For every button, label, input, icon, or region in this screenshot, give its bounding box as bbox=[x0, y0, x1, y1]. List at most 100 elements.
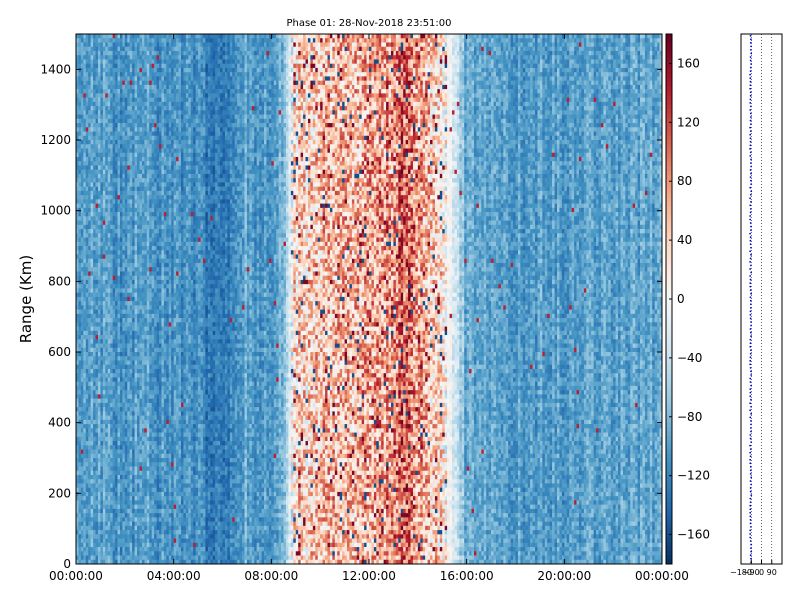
heatmap-cell bbox=[144, 89, 147, 94]
heatmap-cell bbox=[164, 148, 167, 153]
heatmap-cell bbox=[169, 288, 172, 293]
heatmap-cell bbox=[149, 420, 152, 425]
heatmap-cell bbox=[118, 466, 121, 471]
heatmap-cell bbox=[161, 344, 164, 349]
heatmap-cell bbox=[139, 55, 142, 60]
heatmap-cell bbox=[166, 483, 169, 488]
heatmap-cell bbox=[137, 280, 140, 285]
heatmap-cell bbox=[142, 517, 145, 522]
heatmap-cell bbox=[93, 373, 96, 378]
heatmap-cell bbox=[113, 165, 116, 170]
heatmap-cell bbox=[120, 310, 123, 315]
heatmap-cell bbox=[144, 445, 147, 450]
heatmap-cell bbox=[149, 148, 152, 153]
heatmap-cell bbox=[83, 479, 86, 484]
heatmap-cell bbox=[139, 416, 142, 421]
heatmap-cell bbox=[142, 344, 145, 349]
heatmap-cell bbox=[142, 148, 145, 153]
heatmap-cell bbox=[164, 144, 167, 149]
heatmap-cell bbox=[115, 271, 118, 276]
heatmap-cell bbox=[125, 339, 128, 344]
heatmap-cell bbox=[78, 458, 81, 463]
heatmap-cell bbox=[157, 445, 160, 450]
heatmap-cell bbox=[122, 377, 125, 382]
heatmap-cell bbox=[100, 445, 103, 450]
heatmap-cell bbox=[171, 450, 174, 455]
heatmap-cell bbox=[142, 229, 145, 234]
heatmap-cell bbox=[159, 441, 162, 446]
heatmap-cell bbox=[130, 297, 133, 302]
heatmap-cell bbox=[118, 242, 121, 247]
heatmap-cell bbox=[105, 450, 108, 455]
heatmap-cell bbox=[83, 89, 86, 94]
heatmap-cell bbox=[91, 140, 94, 145]
heatmap-cell bbox=[113, 428, 116, 433]
heatmap-cell bbox=[81, 195, 84, 200]
heatmap-cell bbox=[166, 526, 169, 531]
heatmap-cell bbox=[115, 488, 118, 493]
heatmap-cell bbox=[122, 314, 125, 319]
heatmap-cell bbox=[142, 178, 145, 183]
heatmap-cell bbox=[110, 284, 113, 289]
heatmap-cell bbox=[88, 293, 91, 298]
heatmap-cell bbox=[115, 182, 118, 187]
heatmap-cell bbox=[139, 123, 142, 128]
heatmap-cell bbox=[120, 433, 123, 438]
heatmap-cell bbox=[110, 216, 113, 221]
heatmap-cell bbox=[157, 212, 160, 217]
heatmap-cell bbox=[137, 165, 140, 170]
heatmap-cell bbox=[132, 42, 135, 47]
heatmap-cell bbox=[125, 454, 128, 459]
heatmap-cell bbox=[137, 170, 140, 175]
heatmap-cell bbox=[113, 492, 116, 497]
heatmap-cell bbox=[164, 551, 167, 556]
heatmap-cell bbox=[130, 475, 133, 480]
heatmap-cell bbox=[115, 212, 118, 217]
heatmap-cell bbox=[78, 250, 81, 255]
heatmap-cell bbox=[147, 89, 150, 94]
heatmap-cell bbox=[142, 246, 145, 251]
heatmap-cell bbox=[147, 356, 150, 361]
heatmap-cell bbox=[130, 539, 133, 544]
heatmap-cell bbox=[157, 267, 160, 272]
heatmap-cell bbox=[120, 276, 123, 281]
heatmap-cell bbox=[157, 526, 160, 531]
heatmap-cell bbox=[127, 394, 130, 399]
heatmap-cell bbox=[152, 293, 155, 298]
heatmap-cell bbox=[122, 479, 125, 484]
heatmap-cell bbox=[166, 517, 169, 522]
heatmap-cell bbox=[108, 539, 111, 544]
heatmap-cell bbox=[171, 229, 174, 234]
heatmap-cell bbox=[105, 157, 108, 162]
heatmap-cell bbox=[115, 454, 118, 459]
heatmap-cell bbox=[171, 127, 174, 132]
heatmap-cell bbox=[118, 89, 121, 94]
heatmap-cell bbox=[125, 539, 128, 544]
heatmap-cell bbox=[83, 471, 86, 476]
heatmap-cell bbox=[83, 72, 86, 77]
heatmap-cell bbox=[88, 51, 91, 56]
heatmap-cell bbox=[98, 509, 101, 514]
heatmap-cell bbox=[96, 424, 99, 429]
heatmap-cell bbox=[78, 233, 81, 238]
heatmap-cell bbox=[86, 458, 89, 463]
heatmap-cell bbox=[86, 517, 89, 522]
heatmap-cell bbox=[103, 263, 106, 268]
heatmap-cell bbox=[86, 263, 89, 268]
heatmap-cell bbox=[132, 466, 135, 471]
heatmap-cell bbox=[154, 259, 157, 264]
heatmap-cell bbox=[164, 407, 167, 412]
heatmap-cell bbox=[98, 356, 101, 361]
heatmap-cell bbox=[105, 458, 108, 463]
heatmap-cell bbox=[135, 479, 138, 484]
heatmap-cell bbox=[130, 399, 133, 404]
heatmap-cell bbox=[154, 437, 157, 442]
heatmap-cell bbox=[127, 462, 130, 467]
heatmap-cell bbox=[147, 428, 150, 433]
heatmap-cell bbox=[120, 403, 123, 408]
heatmap-cell bbox=[127, 386, 130, 391]
heatmap-cell bbox=[118, 59, 121, 64]
heatmap-cell bbox=[118, 539, 121, 544]
heatmap-cell bbox=[98, 284, 101, 289]
heatmap-cell bbox=[127, 284, 130, 289]
